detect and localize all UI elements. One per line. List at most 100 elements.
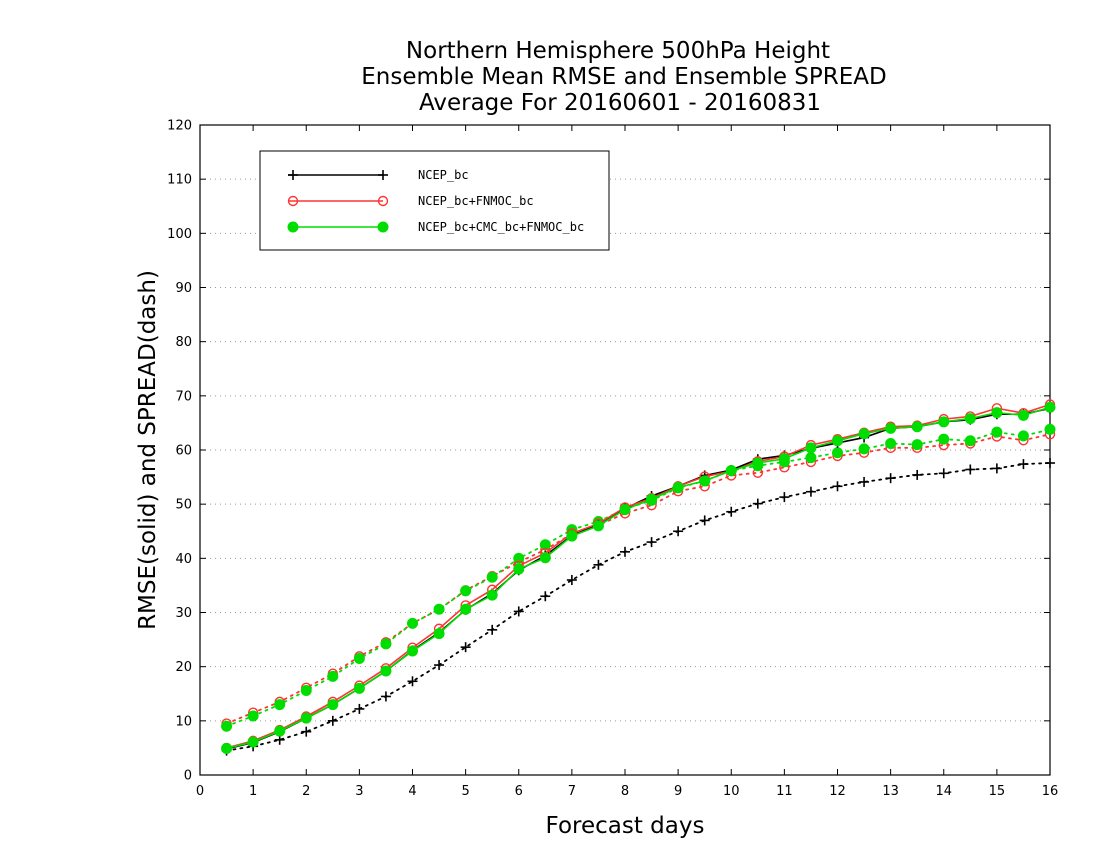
spread-point (779, 492, 790, 503)
legend-label: NCEP_bc+FNMOC_bc (418, 194, 534, 208)
rmse-point (858, 428, 870, 440)
spread-line (225, 428, 1051, 728)
rmse-point (327, 699, 339, 711)
rmse-point (353, 682, 365, 694)
y-tick-label: 60 (175, 444, 192, 459)
y-tick-label: 30 (175, 606, 192, 621)
spread-point (513, 552, 525, 564)
spread-point (965, 464, 976, 475)
spread-point (1017, 430, 1029, 442)
spread-point (859, 476, 870, 487)
x-tick-label: 7 (568, 784, 576, 799)
y-tick-label: 10 (175, 714, 192, 729)
chart-title: Northern Hemisphere 500hPa Height Ensemb… (361, 38, 886, 116)
rmse-point (592, 520, 604, 532)
x-tick-label: 12 (829, 784, 846, 799)
rmse-point (486, 589, 498, 601)
rmse-point (407, 645, 418, 657)
x-tick-label: 11 (776, 784, 793, 799)
legend-item-2: NCEP_bc+CMC_bc+FNMOC_bc (287, 220, 584, 234)
spread-point (832, 481, 843, 492)
x-tick-label: 4 (408, 784, 416, 799)
spread-point (593, 559, 604, 570)
rmse-point (885, 422, 897, 434)
spread-point (380, 638, 392, 650)
y-tick-label: 100 (167, 227, 192, 242)
spread-point (964, 435, 976, 447)
spread-point (539, 539, 551, 551)
legend-marker-start (287, 195, 299, 207)
legend-items: NCEP_bc NCEP_bc+FNMOC_bc NCEP_bc+CMC_bc+FN… (287, 168, 584, 234)
rmse-point (274, 725, 286, 737)
spread-point (274, 699, 286, 711)
spread-point (434, 660, 445, 671)
rmse-point (752, 457, 764, 469)
x-tick-label: 6 (515, 784, 523, 799)
series-2-spread (221, 423, 1056, 732)
rmse-point (300, 712, 312, 724)
spread-point (885, 438, 897, 449)
spread-point (354, 703, 365, 714)
y-tick-label: 80 (175, 335, 192, 350)
x-tick-label: 14 (935, 784, 952, 799)
legend-item-1: NCEP_bc+FNMOC_bc (287, 194, 534, 208)
rmse-point (699, 475, 711, 487)
rmse-point (964, 413, 976, 425)
title-line-3: Average For 20160601 - 20160831 (419, 90, 821, 116)
spread-point (858, 443, 870, 455)
spread-point (1045, 458, 1055, 468)
spread-line (225, 433, 1051, 725)
legend-label: NCEP_bc+CMC_bc+FNMOC_bc (418, 220, 584, 234)
y-tick-label: 40 (175, 552, 192, 567)
legend-marker-end (378, 170, 388, 180)
rmse-point (911, 421, 923, 433)
series-layer (221, 399, 1056, 756)
spread-point (221, 720, 233, 732)
rmse-point (778, 453, 790, 465)
spread-point (247, 710, 259, 722)
spread-line (225, 462, 1051, 752)
spread-point (991, 463, 1002, 474)
legend: NCEP_bc NCEP_bc+FNMOC_bc NCEP_bc+CMC_bc+FN… (259, 150, 610, 251)
spread-point (805, 452, 817, 464)
y-tick-label: 0 (184, 769, 192, 784)
rmse-point (1044, 401, 1056, 413)
spread-point (327, 715, 338, 726)
spread-point (353, 653, 365, 665)
rmse-point (646, 493, 658, 505)
spread-point (1018, 459, 1029, 470)
spread-point (407, 617, 418, 629)
legend-marker-end (377, 195, 389, 207)
spread-point (327, 670, 339, 682)
spread-point (620, 546, 630, 557)
x-tick-label: 1 (249, 784, 257, 799)
gridlines (200, 178, 1050, 722)
legend-marker-start (287, 221, 299, 233)
x-tick-label: 2 (302, 784, 310, 799)
legend-item-0: NCEP_bc (288, 168, 469, 182)
spread-point (938, 433, 950, 445)
y-tick-label: 70 (175, 389, 192, 404)
rmse-point (221, 742, 233, 754)
rmse-point (619, 504, 631, 516)
spread-point (673, 526, 684, 537)
spread-point (991, 426, 1003, 438)
x-tick-label: 9 (674, 784, 682, 799)
spread-point (832, 447, 843, 459)
rmse-point (539, 552, 551, 564)
legend-marker-end (377, 221, 389, 233)
x-tick-label: 5 (461, 784, 469, 799)
spread-point (912, 469, 923, 480)
title-line-2: Ensemble Mean RMSE and Ensemble SPREAD (361, 64, 886, 90)
rmse-point (380, 665, 392, 677)
y-tick-label: 120 (167, 119, 192, 134)
y-tick-label: 110 (167, 173, 192, 188)
rmse-point (832, 435, 843, 447)
rmse-point (1017, 409, 1029, 421)
y-axis-label: RMSE(solid) and SPREAD(dash) (135, 270, 161, 630)
rmse-line (226, 403, 1051, 749)
spread-point (487, 624, 498, 635)
rmse-line (226, 406, 1051, 750)
